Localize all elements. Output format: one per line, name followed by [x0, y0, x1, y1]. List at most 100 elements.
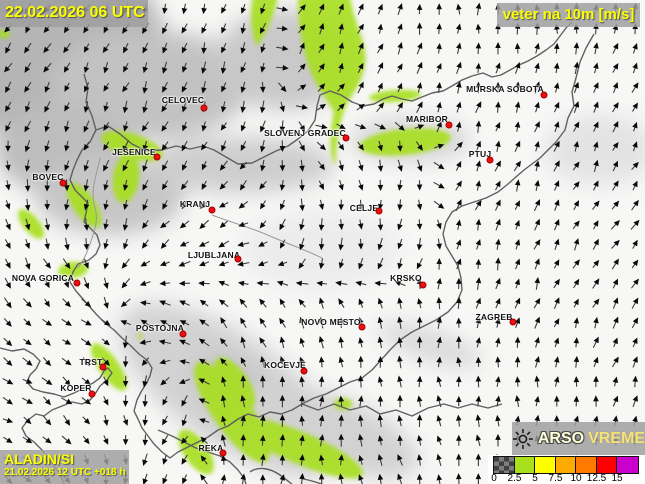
- wind-arrow: [299, 179, 305, 192]
- wind-arrow: [338, 199, 345, 211]
- wind-arrow: [161, 121, 169, 132]
- wind-arrow: [416, 434, 423, 446]
- wind-arrow: [417, 297, 423, 309]
- wind-arrow: [456, 258, 462, 270]
- wind-arrow: [318, 395, 325, 407]
- wind-arrow: [279, 336, 286, 349]
- wind-arrow: [355, 280, 367, 287]
- wind-arrow: [103, 101, 109, 113]
- wind-arrow: [82, 416, 91, 425]
- wind-arrow: [318, 23, 325, 35]
- wind-arrow: [240, 454, 246, 466]
- wind-arrow: [200, 436, 208, 445]
- wind-arrow: [240, 375, 246, 388]
- wind-arrow: [142, 415, 149, 426]
- wind-arrow: [179, 339, 190, 346]
- wind-arrow: [64, 160, 70, 172]
- agency-name-label: ARSO: [537, 429, 585, 447]
- wind-arrow: [433, 200, 445, 209]
- wind-arrow: [44, 101, 51, 113]
- wind-arrow: [436, 356, 442, 368]
- wind-arrow: [632, 375, 638, 388]
- wind-arrow: [121, 258, 130, 269]
- wind-arrow: [44, 278, 50, 289]
- wind-arrow: [514, 376, 521, 387]
- wind-arrow: [299, 337, 305, 348]
- wind-arrow: [218, 280, 230, 287]
- wind-arrow: [416, 61, 423, 74]
- wind-arrow: [456, 61, 462, 74]
- wind-arrow: [573, 81, 580, 94]
- wind-arrow: [44, 179, 50, 192]
- wind-arrow: [200, 455, 208, 465]
- wind-arrow: [593, 42, 599, 55]
- wind-arrow: [357, 433, 364, 447]
- wind-arrow: [201, 3, 207, 15]
- wind-arrow: [338, 317, 345, 329]
- wind-arrow: [377, 62, 384, 74]
- wind-arrow: [338, 356, 345, 368]
- wind-arrow: [416, 42, 423, 55]
- wind-arrow: [514, 121, 521, 132]
- wind-arrow: [2, 397, 13, 405]
- legend-box: [494, 457, 515, 473]
- city-label: KRANJ: [179, 199, 211, 209]
- city-label: POSTOJNA: [135, 323, 185, 333]
- city-dot: [358, 323, 366, 331]
- wind-arrow: [142, 375, 148, 388]
- wind-arrow: [318, 258, 325, 270]
- wind-arrow: [279, 218, 286, 231]
- wind-arrow: [181, 454, 188, 465]
- wind-arrow: [142, 199, 148, 211]
- legend-box: [617, 457, 638, 473]
- wind-arrow: [181, 436, 189, 445]
- wind-arrow: [276, 25, 289, 32]
- valid-datetime-label: 22.02.2026 06 UTC: [5, 4, 145, 22]
- wind-arrow: [456, 297, 462, 309]
- wind-arrow: [279, 317, 286, 328]
- wind-arrow: [475, 120, 482, 133]
- wind-speed-shading: [0, 0, 451, 479]
- wind-arrow: [357, 219, 364, 230]
- legend-tick-label: 5: [532, 473, 538, 484]
- wind-arrow: [631, 161, 639, 171]
- wind-arrow: [573, 355, 580, 368]
- wind-arrow: [159, 260, 170, 267]
- wind-arrow: [240, 394, 246, 408]
- city-dot: [445, 121, 453, 129]
- wind-arrow: [377, 453, 384, 466]
- wind-arrow: [436, 277, 442, 290]
- wind-arrow: [394, 280, 406, 287]
- wind-arrow: [201, 23, 207, 34]
- wind-arrow: [5, 200, 11, 210]
- wind-arrow: [122, 82, 130, 93]
- wind-arrow: [198, 378, 210, 385]
- wind-arrow: [455, 453, 462, 467]
- wind-arrow: [318, 43, 325, 54]
- wind-arrow: [632, 395, 638, 407]
- wind-arrow: [81, 298, 92, 308]
- wind-arrow: [259, 220, 267, 229]
- wind-arrow: [142, 80, 148, 94]
- wind-arrow: [159, 280, 171, 287]
- wind-arrow: [198, 260, 210, 267]
- wind-arrow: [83, 258, 89, 269]
- wind-arrow: [534, 42, 540, 54]
- wind-arrow: [455, 180, 462, 191]
- wind-arrow: [514, 239, 521, 250]
- wind-arrow: [335, 280, 348, 287]
- wind-arrow: [592, 259, 600, 269]
- wind-arrow: [198, 241, 210, 247]
- wind-arrow: [397, 454, 403, 466]
- wind-arrow: [533, 199, 540, 212]
- wind-arrow: [123, 62, 129, 73]
- wind-arrow: [475, 434, 482, 447]
- wind-arrow: [495, 277, 501, 290]
- wind-arrow: [436, 238, 442, 250]
- wind-arrow: [259, 337, 267, 348]
- wind-arrow: [455, 277, 462, 290]
- city-label: REKA: [198, 443, 224, 453]
- wind-arrow: [338, 179, 344, 191]
- wind-arrow: [122, 335, 129, 349]
- wind-arrow: [83, 179, 90, 192]
